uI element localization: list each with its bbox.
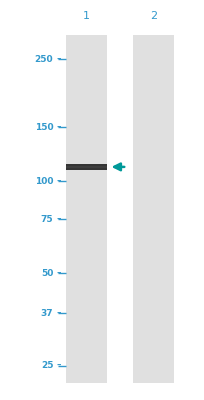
Text: –: – xyxy=(56,122,61,132)
Text: 25: 25 xyxy=(41,361,53,370)
Text: –: – xyxy=(56,176,61,186)
Text: –: – xyxy=(56,309,61,318)
Text: 150: 150 xyxy=(34,122,53,132)
Text: 1: 1 xyxy=(82,11,89,21)
Text: –: – xyxy=(56,54,61,64)
Text: 2: 2 xyxy=(150,11,156,21)
Bar xyxy=(133,35,173,383)
Bar xyxy=(65,166,106,168)
Text: 250: 250 xyxy=(34,54,53,64)
Text: –: – xyxy=(56,215,61,224)
Text: –: – xyxy=(56,269,61,278)
Text: 100: 100 xyxy=(35,176,53,186)
Bar xyxy=(65,35,106,383)
Bar xyxy=(65,164,106,170)
Text: 37: 37 xyxy=(40,309,53,318)
Text: 75: 75 xyxy=(40,215,53,224)
Text: 50: 50 xyxy=(41,269,53,278)
Text: –: – xyxy=(56,361,61,370)
